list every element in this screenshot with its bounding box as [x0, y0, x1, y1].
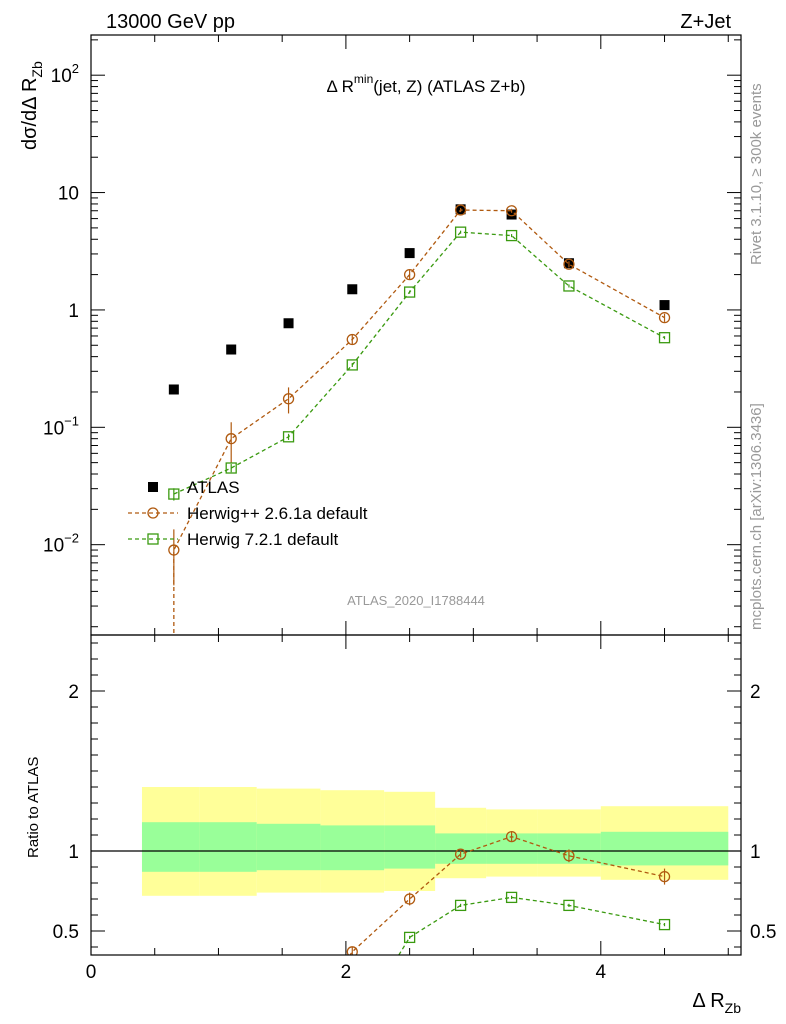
data-point [404, 248, 415, 259]
legend-item-herwig-2-6-1a-default: Herwig++ 2.6.1a default [128, 504, 368, 523]
uncertainty-band-inner [600, 831, 729, 866]
x-tick-label: 2 [341, 962, 352, 983]
ratio-point [454, 899, 467, 912]
data-point [282, 393, 295, 405]
analysis-id-watermark: ATLAS_2020_I1788444 [347, 593, 485, 608]
legend-marker [147, 533, 159, 545]
data-point [283, 318, 294, 329]
data-point [347, 284, 358, 295]
ratio-point [403, 893, 416, 905]
main-ylabel: dσ/dΔ RZb [19, 61, 45, 150]
data-point [168, 488, 180, 500]
data-point [454, 226, 467, 238]
uncertainty-band-inner [320, 825, 385, 871]
data-point [346, 333, 358, 346]
mcplots-reference-label: mcplots.cern.ch [arXiv:1306.3436] [748, 403, 765, 630]
y-tick-label: 1 [68, 301, 79, 322]
ratio-xlabel: Δ RZb [692, 990, 741, 1016]
ratio-series-herwig-7-2-1-default [398, 891, 671, 955]
ratio-y-tick-label-right: 0.5 [750, 922, 776, 943]
uncertainty-band-inner [199, 822, 257, 872]
series-herwig-2-6-1a-default [168, 204, 671, 635]
data-point [403, 286, 416, 298]
data-point [225, 433, 237, 445]
data-point [226, 344, 237, 355]
ratio-point [563, 850, 575, 862]
ratio-y-tick-label-right: 1 [750, 842, 761, 863]
uncertainty-band-inner [141, 822, 200, 872]
ratio-point [454, 848, 467, 860]
plot-title: Δ Rmin(jet, Z) (ATLAS Z+b) [326, 72, 525, 96]
y-tick-label: 10−2 [43, 531, 79, 557]
legend-label: Herwig 7.2.1 default [187, 530, 338, 549]
legend: ATLAS Herwig++ 2.6.1a default Herwig 7.2.1… [128, 478, 368, 549]
series-herwig-7-2-1-default [168, 226, 671, 501]
y-tick-label: 10 [58, 184, 79, 205]
series-line-herwig-7-2-1-default [173, 231, 665, 495]
ratio-frame [90, 634, 742, 956]
ratio-panel: 0.5 0.5 1 1 2 2 0 2 4 Ratio to ATLAS Δ RZb [25, 634, 776, 1016]
ratio-point [346, 946, 358, 955]
data-point [168, 544, 180, 556]
x-tick-label: 4 [596, 962, 607, 983]
data-point [658, 311, 671, 324]
ratio-y-tick-label: 0.5 [53, 922, 79, 943]
ratio-point [563, 899, 575, 912]
data-point [403, 268, 416, 281]
data-point [658, 332, 671, 344]
rivet-version-label: Rivet 3.1.10, ≥ 300k events [748, 83, 765, 265]
ratio-point [658, 870, 671, 883]
series-atlas [168, 204, 670, 395]
data-point [282, 431, 295, 443]
y-tick-label: 10−1 [43, 413, 79, 439]
ratio-point [403, 931, 416, 944]
ratio-ylabel: Ratio to ATLAS [25, 757, 42, 858]
ratio-y-tick-label-right: 2 [750, 682, 761, 703]
legend-item-atlas: ATLAS [148, 478, 240, 497]
data-point [563, 280, 575, 292]
y-tick-label: 102 [51, 61, 79, 87]
data-point [505, 229, 518, 242]
legend-label: Herwig++ 2.6.1a default [187, 504, 368, 523]
data-point [225, 462, 237, 474]
ratio-line-herwig-7-2-1-default [398, 896, 665, 955]
data-point [506, 209, 517, 220]
data-point [659, 300, 670, 311]
header-process-label: Z+Jet [680, 11, 731, 33]
series-line-herwig-2-6-1a-default [173, 209, 665, 635]
ratio-point [658, 918, 671, 931]
uncertainty-band-inner [256, 823, 321, 871]
header-beam-label: 13000 GeV pp [106, 11, 235, 33]
data-point [168, 384, 179, 395]
ratio-y-tick-label: 1 [68, 842, 79, 863]
ratio-point [505, 830, 518, 843]
x-tick-label: 0 [86, 962, 97, 983]
legend-label: ATLAS [187, 478, 240, 497]
legend-marker [148, 482, 158, 492]
uncertainty-band-inner [384, 825, 436, 869]
legend-marker [147, 507, 159, 519]
data-point [346, 359, 358, 371]
main-panel: 10−2 10−1 1 10 102 Δ Rmin(jet, Z) (ATLAS Z+b… [19, 34, 742, 636]
legend-item-herwig-7-2-1-default: Herwig 7.2.1 default [128, 530, 338, 549]
data-point [505, 205, 518, 217]
ratio-point [505, 891, 518, 904]
ratio-y-tick-label: 2 [68, 682, 79, 703]
data-point [563, 258, 575, 270]
data-point [454, 204, 467, 216]
